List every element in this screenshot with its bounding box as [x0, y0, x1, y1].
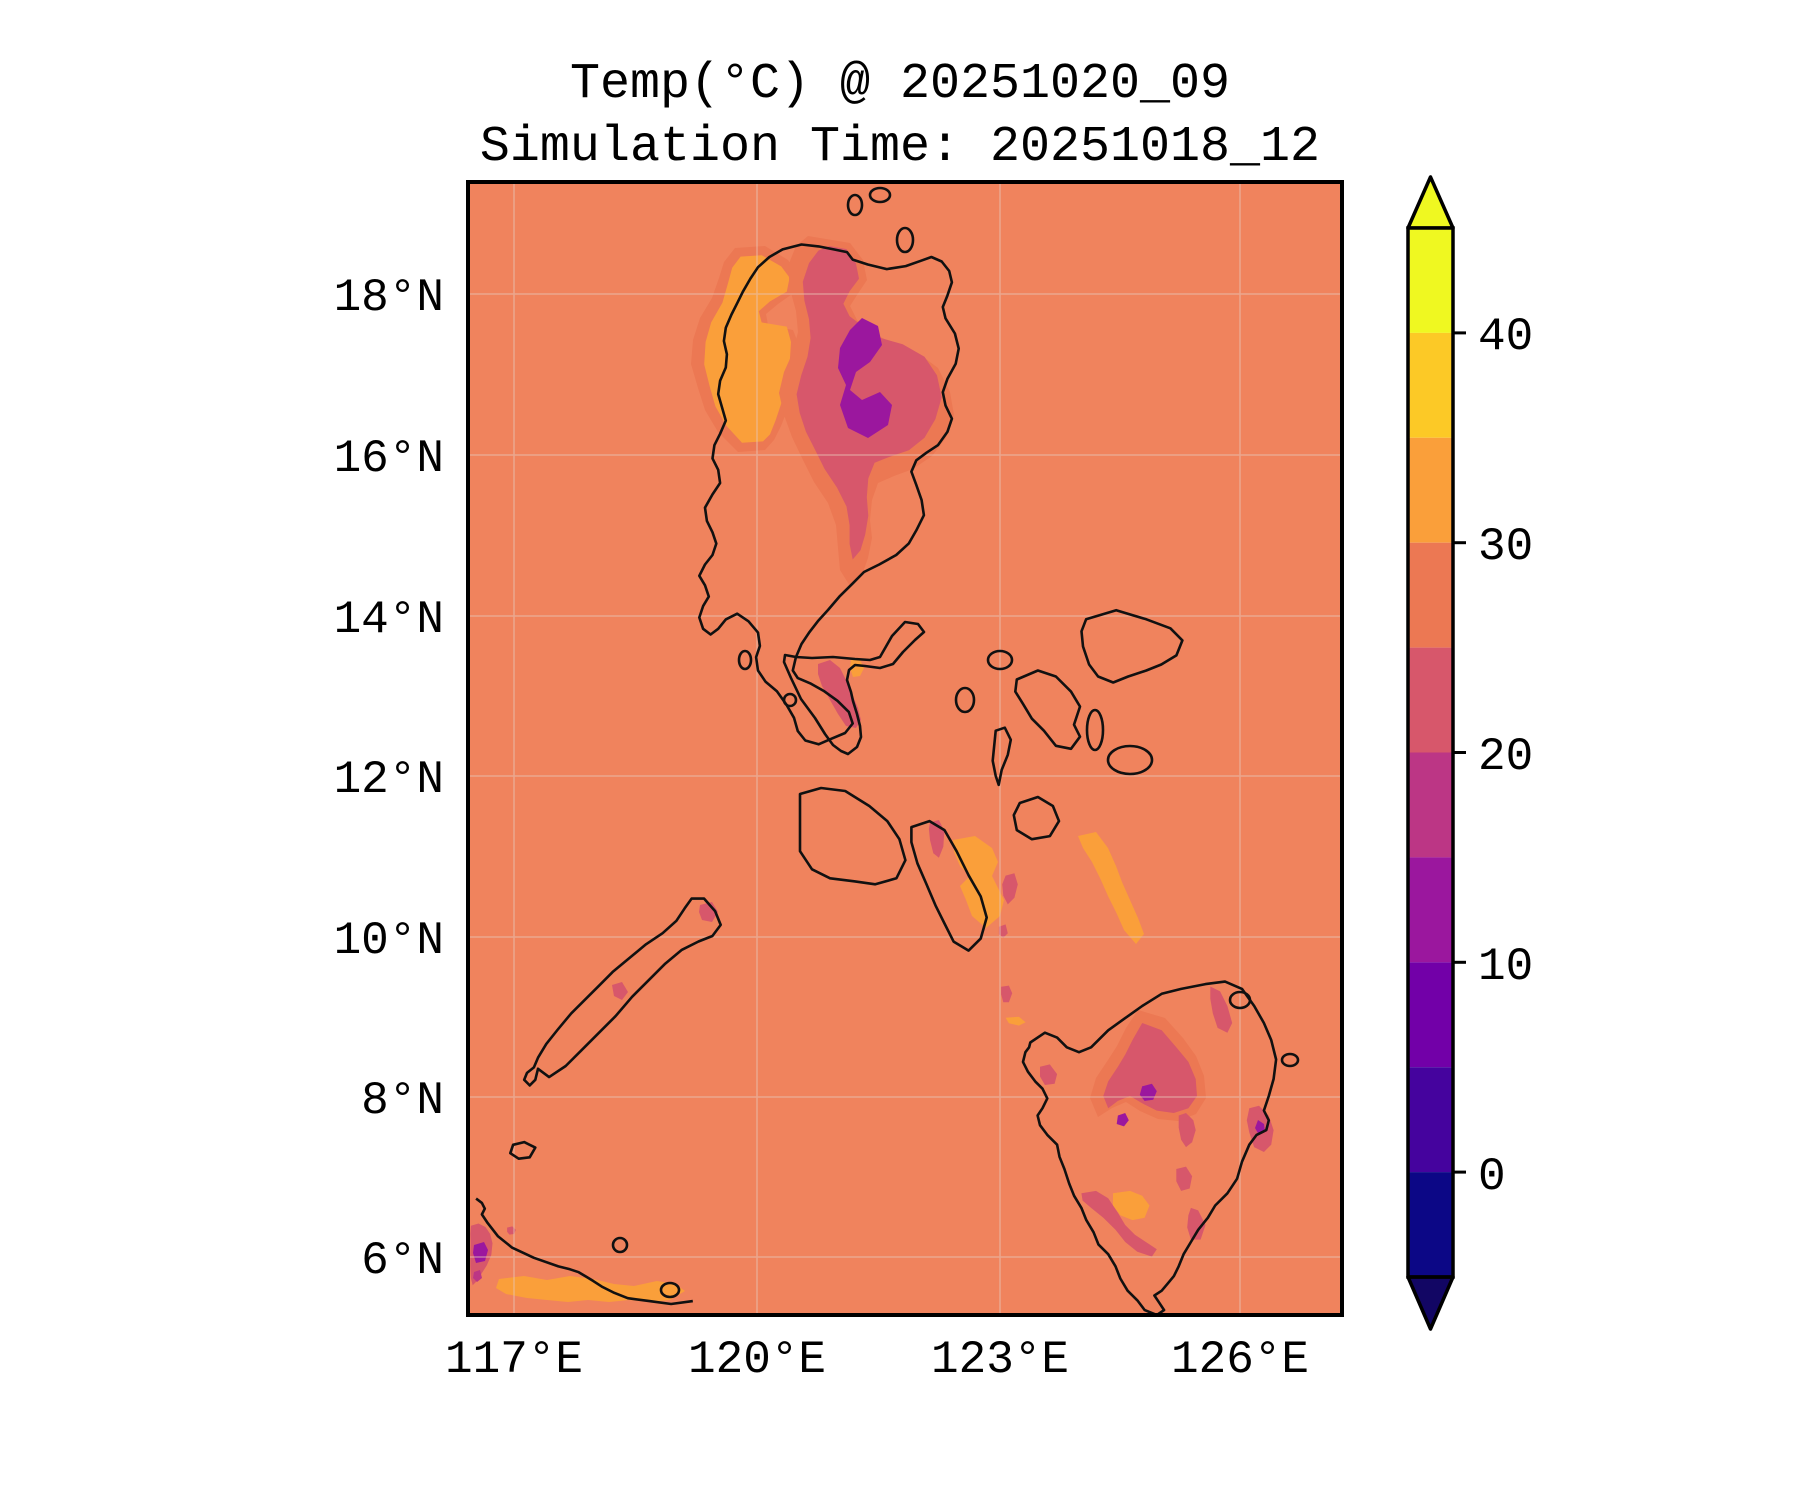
svg-text:8°N: 8°N — [361, 1075, 444, 1127]
svg-text:40: 40 — [1478, 311, 1533, 363]
svg-text:10: 10 — [1478, 941, 1533, 993]
svg-text:30: 30 — [1478, 521, 1533, 573]
svg-text:10°N: 10°N — [334, 915, 444, 967]
svg-text:Temp(°C) @ 20251020_09: Temp(°C) @ 20251020_09 — [570, 56, 1230, 113]
svg-text:16°N: 16°N — [334, 433, 444, 485]
svg-text:Simulation Time: 20251018_12: Simulation Time: 20251018_12 — [480, 119, 1320, 176]
svg-text:123°E: 123°E — [931, 1334, 1069, 1386]
svg-text:14°N: 14°N — [334, 594, 444, 646]
svg-text:0: 0 — [1478, 1151, 1506, 1203]
svg-text:20: 20 — [1478, 731, 1533, 783]
svg-text:12°N: 12°N — [334, 754, 444, 806]
svg-text:120°E: 120°E — [688, 1334, 826, 1386]
svg-text:126°E: 126°E — [1171, 1334, 1309, 1386]
svg-text:18°N: 18°N — [334, 272, 444, 324]
svg-text:6°N: 6°N — [361, 1235, 444, 1287]
svg-text:117°E: 117°E — [445, 1334, 583, 1386]
